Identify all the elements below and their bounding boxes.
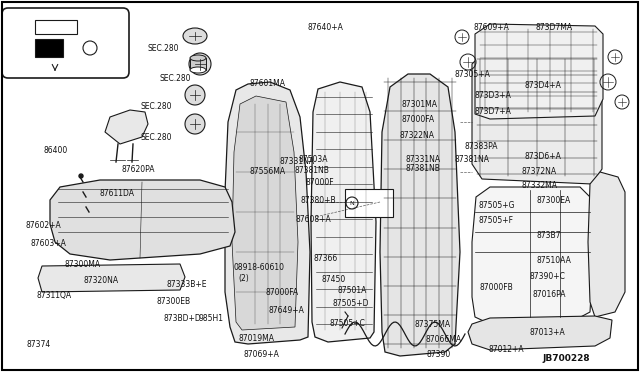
Text: 87609+A: 87609+A [474,23,509,32]
FancyBboxPatch shape [2,8,129,78]
Text: 873D6+A: 873D6+A [525,153,562,161]
Bar [345,189,393,217]
Text: 87380+B: 87380+B [301,196,337,205]
Polygon shape [588,172,625,317]
Text: 873D7+A: 873D7+A [475,107,512,116]
Text: 87333B+E: 87333B+E [166,280,207,289]
Text: 87620PA: 87620PA [122,165,155,174]
Text: 86400: 86400 [44,146,68,155]
Text: 87305+A: 87305+A [454,70,490,79]
Polygon shape [468,316,612,350]
Polygon shape [38,264,185,292]
Text: 87649+A: 87649+A [269,306,305,315]
Text: 87501A: 87501A [338,286,367,295]
Text: 87390: 87390 [426,350,451,359]
Text: (2): (2) [239,275,250,283]
Text: 87332MA: 87332MA [522,181,557,190]
Bar [35,39,63,57]
Ellipse shape [190,67,206,73]
Text: SEC.280: SEC.280 [147,44,179,53]
Text: 87603+A: 87603+A [31,239,67,248]
Text: 87390+C: 87390+C [530,272,566,280]
Ellipse shape [190,55,206,61]
Text: SEC.280: SEC.280 [160,74,191,83]
Polygon shape [475,24,603,119]
Text: 87601MA: 87601MA [250,79,285,88]
Text: 87322NA: 87322NA [400,131,435,140]
Ellipse shape [185,85,205,105]
Circle shape [79,174,83,178]
Text: 87069+A: 87069+A [243,350,279,359]
Text: 87381NB: 87381NB [294,166,329,175]
Text: 873D7MA: 873D7MA [535,23,572,32]
Text: 985H1: 985H1 [198,314,223,323]
Polygon shape [472,187,594,324]
Text: 87372NA: 87372NA [522,167,557,176]
Polygon shape [472,54,602,184]
Polygon shape [50,180,235,260]
Circle shape [82,189,86,193]
Text: 87505+F: 87505+F [479,216,514,225]
Text: 87300EB: 87300EB [157,297,191,306]
Text: 873D3+A: 873D3+A [475,92,512,100]
Polygon shape [225,82,310,344]
Text: 873D4+A: 873D4+A [525,81,562,90]
Polygon shape [105,110,148,144]
Text: 87013+A: 87013+A [530,328,566,337]
Text: 87611DA: 87611DA [99,189,134,198]
Bar [35,20,77,34]
Bar [190,58,206,70]
Text: 87311QA: 87311QA [36,291,72,300]
Text: 87019MA: 87019MA [238,334,274,343]
Text: JB700228: JB700228 [543,355,590,363]
Text: 87602+A: 87602+A [26,221,61,230]
Ellipse shape [189,53,211,75]
Text: 87383PA: 87383PA [465,142,498,151]
Text: 87503A: 87503A [299,155,328,164]
Circle shape [85,204,89,208]
Ellipse shape [183,28,207,44]
Polygon shape [232,96,298,330]
Text: 87331NA: 87331NA [406,155,441,164]
Polygon shape [311,82,376,342]
Polygon shape [380,74,460,356]
Text: 87000F: 87000F [306,178,335,187]
Text: 87000FA: 87000FA [266,288,299,296]
Text: 87300EA: 87300EA [536,196,571,205]
Text: 08918-60610: 08918-60610 [234,263,285,272]
Text: 87000FA: 87000FA [401,115,435,124]
Text: 87450: 87450 [321,275,346,283]
Text: SEC.280: SEC.280 [141,102,172,110]
Text: 87556MA: 87556MA [250,167,285,176]
Text: 87300MA: 87300MA [64,260,100,269]
Text: 87366: 87366 [314,254,338,263]
Text: 87374: 87374 [27,340,51,349]
Text: 87016PA: 87016PA [532,290,566,299]
Text: SEC.280: SEC.280 [141,133,172,142]
Text: 87381NB: 87381NB [406,164,440,173]
Text: 87000FB: 87000FB [480,283,514,292]
Text: 87608+A: 87608+A [296,215,332,224]
Text: 87320NA: 87320NA [83,276,118,285]
Text: 87331NA: 87331NA [280,157,315,166]
Text: 87505+G: 87505+G [478,201,515,210]
Text: 87640+A: 87640+A [307,23,343,32]
Text: 873BD+D: 873BD+D [163,314,201,323]
Text: 87301MA: 87301MA [402,100,438,109]
Text: 87381NA: 87381NA [454,155,490,164]
Text: 87375MA: 87375MA [414,320,450,329]
Text: N: N [349,201,355,205]
Ellipse shape [185,114,205,134]
Text: 87066MA: 87066MA [426,335,461,344]
Text: 873B7: 873B7 [536,231,561,240]
Text: 87505+D: 87505+D [333,299,369,308]
Text: 87505+C: 87505+C [330,319,365,328]
Text: 87510AA: 87510AA [536,256,571,265]
Text: 87012+A: 87012+A [488,345,524,354]
